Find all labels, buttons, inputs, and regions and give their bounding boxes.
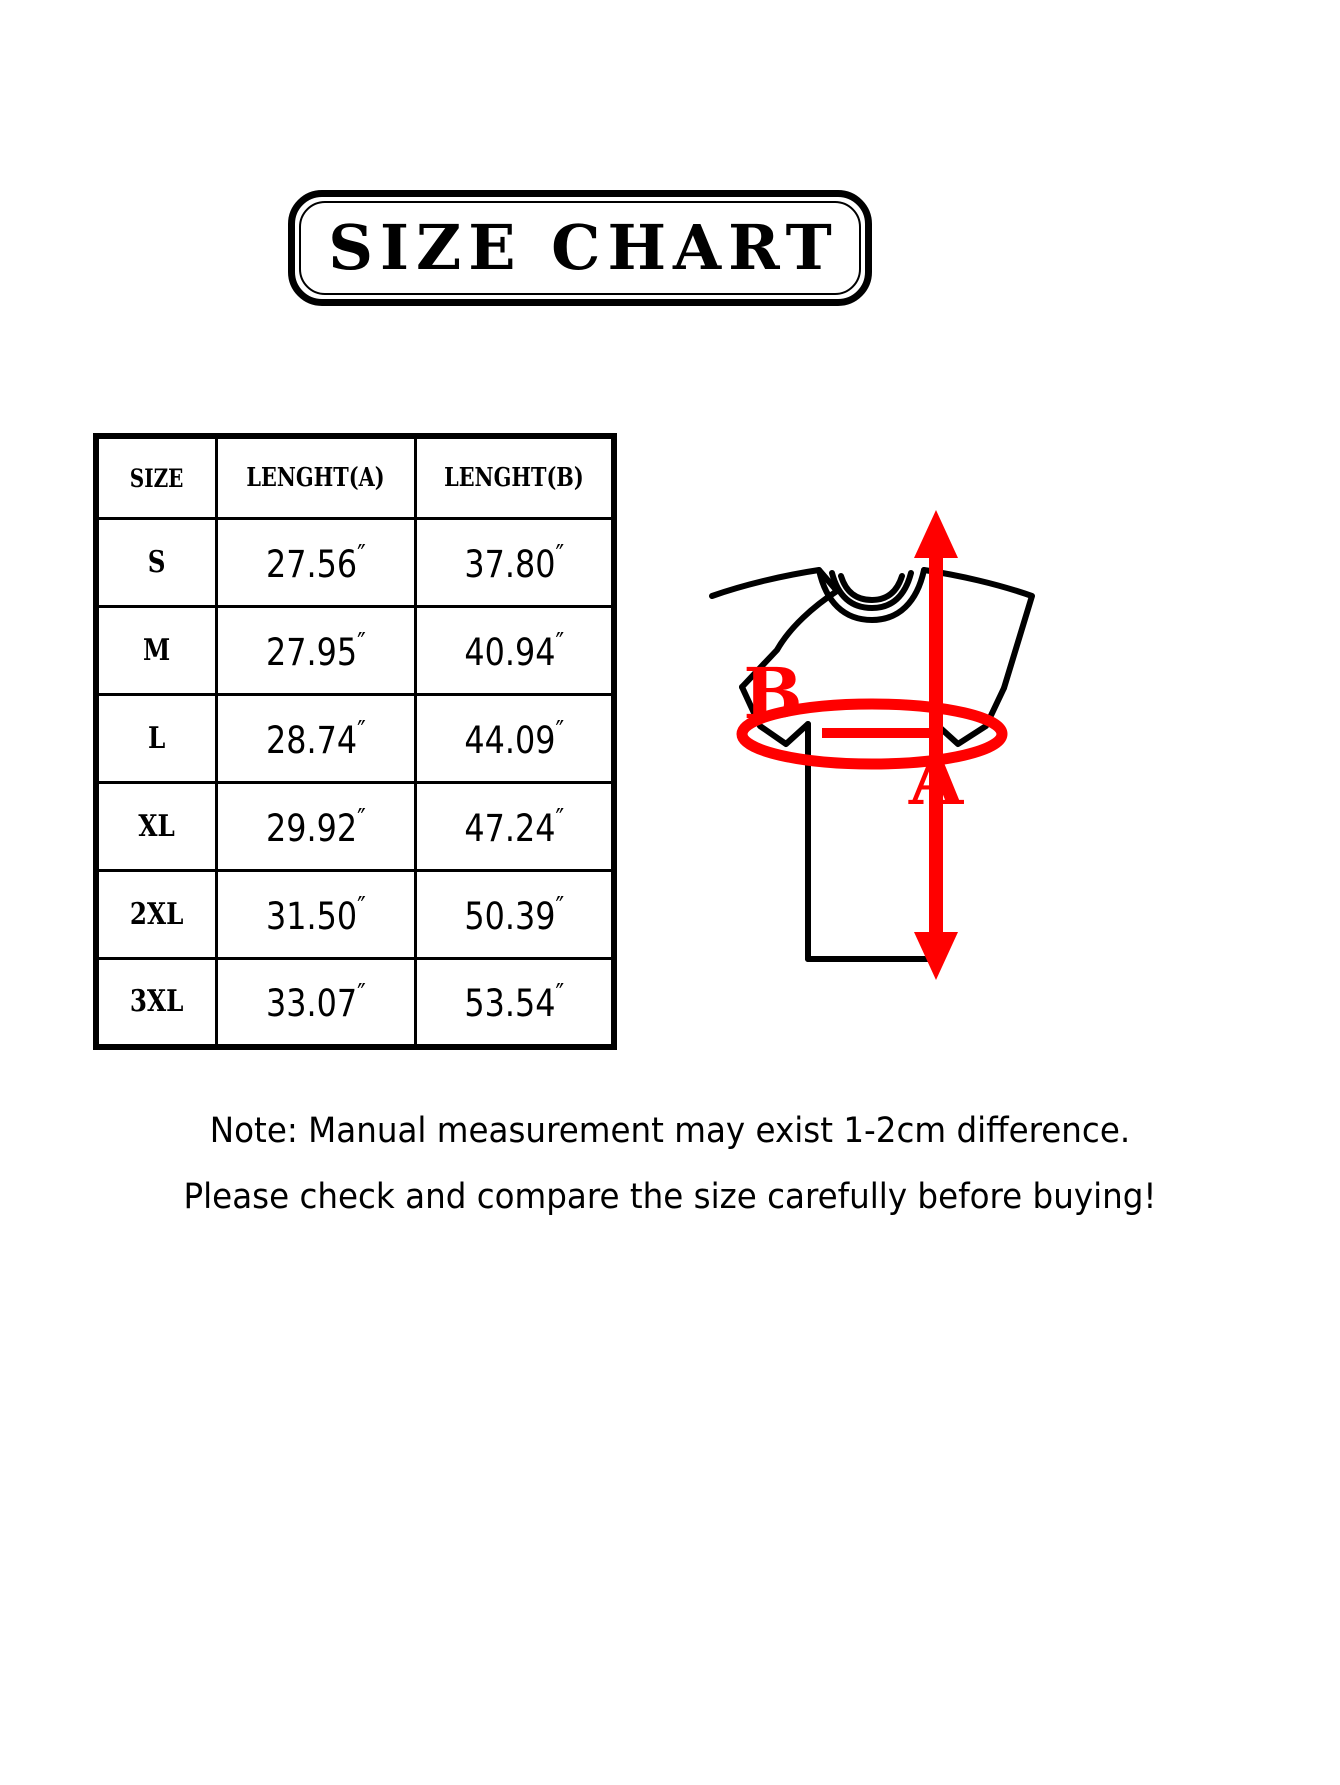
notes-block: Note: Manual measurement may exist 1-2cm… (0, 1098, 1340, 1230)
cell-size: 2XL (105, 869, 207, 960)
inch-symbol: ″ (555, 803, 564, 835)
column-header-length-a: LENGHT(A) (234, 434, 397, 520)
value-length-a: 31.50 (266, 894, 358, 938)
cell-length-a: 28.74″ (228, 693, 403, 784)
value-length-b: 37.80 (464, 542, 556, 586)
tshirt-diagram: B A (636, 496, 1106, 996)
table-row: XL 29.92″ 47.24″ (96, 781, 614, 872)
column-header-size: SIZE (106, 434, 206, 520)
note-line-1-text: Manual measurement may exist 1-2cm diffe… (297, 1111, 1131, 1151)
inch-symbol: ″ (357, 715, 366, 747)
cell-length-a: 33.07″ (228, 957, 403, 1048)
inch-symbol: ″ (555, 627, 564, 659)
title-inner-border (299, 201, 861, 295)
size-table-container: SIZE LENGHT(A) LENGHT(B) S 27.56″ 37.80″… (93, 433, 617, 1050)
table-row: 3XL 33.07″ 53.54″ (96, 957, 614, 1048)
inch-symbol: ″ (555, 978, 564, 1010)
table-row: 2XL 31.50″ 50.39″ (96, 869, 614, 960)
note-line-1: Note: Manual measurement may exist 1-2cm… (47, 1098, 1293, 1164)
label-a: A (908, 738, 965, 821)
note-label: Note: (209, 1111, 298, 1151)
value-length-a: 27.95 (266, 630, 358, 674)
table-row: M 27.95″ 40.94″ (96, 605, 614, 696)
cell-size: L (105, 693, 207, 784)
cell-length-b: 40.94″ (427, 605, 602, 696)
page-title-block: SIZE CHART (288, 190, 872, 306)
inch-symbol: ″ (357, 891, 366, 923)
value-length-a: 27.56 (266, 542, 358, 586)
cell-length-b: 50.39″ (427, 869, 602, 960)
cell-length-a: 31.50″ (228, 869, 403, 960)
value-length-b: 44.09 (464, 718, 556, 762)
cell-length-a: 29.92″ (228, 781, 403, 872)
inch-symbol: ″ (555, 891, 564, 923)
cell-length-b: 44.09″ (427, 693, 602, 784)
size-table: SIZE LENGHT(A) LENGHT(B) S 27.56″ 37.80″… (93, 433, 617, 1050)
measure-ellipse-b-icon (736, 698, 1008, 770)
title-outer-border (288, 190, 872, 306)
value-length-b: 50.39 (464, 894, 556, 938)
inch-symbol: ″ (357, 803, 366, 835)
value-length-a: 33.07 (266, 981, 358, 1025)
inch-symbol: ″ (555, 539, 564, 571)
inch-symbol: ″ (555, 715, 564, 747)
table-header-row: SIZE LENGHT(A) LENGHT(B) (96, 434, 614, 520)
cell-length-a: 27.56″ (228, 517, 403, 608)
value-length-a: 29.92 (266, 806, 358, 850)
value-length-b: 47.24 (464, 806, 556, 850)
label-b: B (743, 652, 802, 735)
table-row: S 27.56″ 37.80″ (96, 517, 614, 608)
inch-symbol: ″ (357, 978, 366, 1010)
table-row: L 28.74″ 44.09″ (96, 693, 614, 784)
note-line-2: Please check and compare the size carefu… (183, 1177, 1157, 1217)
cell-length-b: 37.80″ (427, 517, 602, 608)
measure-leader-b (822, 728, 940, 738)
cell-length-b: 53.54″ (427, 957, 602, 1048)
column-header-length-b: LENGHT(B) (433, 434, 596, 520)
page-title: SIZE CHART (328, 211, 839, 284)
cell-size: M (105, 605, 207, 696)
value-length-b: 53.54 (464, 981, 556, 1025)
value-length-a: 28.74 (266, 718, 358, 762)
value-length-b: 40.94 (464, 630, 556, 674)
cell-size: S (105, 517, 207, 608)
inch-symbol: ″ (357, 539, 366, 571)
cell-size: 3XL (105, 957, 207, 1048)
measure-arrow-a-icon (914, 510, 958, 980)
cell-size: XL (105, 781, 207, 872)
cell-length-a: 27.95″ (228, 605, 403, 696)
measurement-markers (736, 510, 1008, 980)
cell-length-b: 47.24″ (427, 781, 602, 872)
inch-symbol: ″ (357, 627, 366, 659)
